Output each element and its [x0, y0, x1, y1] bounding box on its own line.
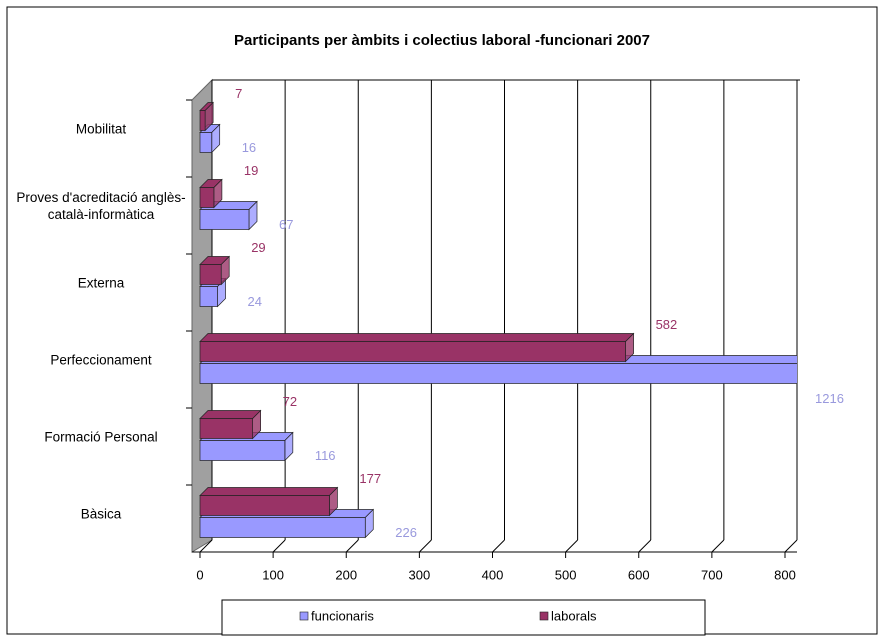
- legend-box: [221, 599, 706, 636]
- bar: [199, 363, 797, 384]
- data-label: 24: [248, 294, 262, 309]
- bar: [199, 517, 366, 538]
- legend-swatch: [299, 611, 309, 621]
- y-tick-label: Formació Personal: [44, 429, 158, 444]
- bar: [199, 495, 330, 516]
- data-label: 1216: [815, 391, 844, 406]
- x-tick-label: 0: [196, 567, 203, 582]
- bar: [199, 341, 626, 362]
- grid-floor: [199, 539, 213, 553]
- legend-label: laborals: [551, 608, 597, 623]
- grid-floor: [345, 539, 359, 553]
- grid-floor: [711, 539, 725, 553]
- y-tick-label: Bàsica: [80, 506, 122, 521]
- x-tick-label: 200: [335, 567, 357, 582]
- bar: [199, 187, 215, 208]
- bar: [199, 264, 222, 285]
- bar: [199, 209, 250, 230]
- x-tick-label: 600: [628, 567, 650, 582]
- data-label: 226: [395, 525, 417, 540]
- bar-top: [199, 410, 262, 419]
- data-label: 72: [283, 394, 297, 409]
- grid-floor: [784, 539, 798, 553]
- data-label: 7: [235, 86, 242, 101]
- y-tick-label: Externa: [77, 275, 125, 290]
- bar: [199, 440, 286, 461]
- grid-floor: [419, 539, 432, 553]
- chart-border: [6, 6, 878, 635]
- data-label: 177: [359, 471, 381, 486]
- grid-floor: [565, 539, 578, 553]
- y-tick-label: Perfeccionament: [50, 352, 152, 367]
- bar: [199, 132, 213, 153]
- data-label: 582: [656, 317, 678, 332]
- data-label: 67: [279, 217, 293, 232]
- x-tick-label: 700: [701, 567, 723, 582]
- grid-floor: [492, 539, 505, 553]
- bar: [199, 110, 206, 131]
- chart-title: Participants per àmbits i colectius labo…: [234, 32, 650, 49]
- bar-top: [199, 487, 339, 496]
- grid-floor: [272, 539, 286, 553]
- y-tick-label: Proves d'acreditació anglès-català-infor…: [16, 189, 186, 222]
- bar: [199, 418, 254, 439]
- bar-top: [199, 333, 635, 342]
- data-label: 16: [242, 140, 256, 155]
- x-tick-label: 400: [482, 567, 504, 582]
- x-tick-label: 500: [555, 567, 577, 582]
- grid-floor: [638, 539, 652, 553]
- x-tick-label: 100: [262, 567, 284, 582]
- legend-swatch: [539, 611, 549, 621]
- y-tick-label: Mobilitat: [75, 121, 127, 136]
- bar: [199, 286, 218, 307]
- data-label: 29: [251, 240, 265, 255]
- x-tick-label: 800: [774, 567, 796, 582]
- bars: [199, 101, 797, 539]
- data-label: 19: [244, 163, 258, 178]
- x-tick-label: 300: [409, 567, 431, 582]
- legend-label: funcionaris: [311, 608, 374, 623]
- data-label: 116: [315, 448, 336, 463]
